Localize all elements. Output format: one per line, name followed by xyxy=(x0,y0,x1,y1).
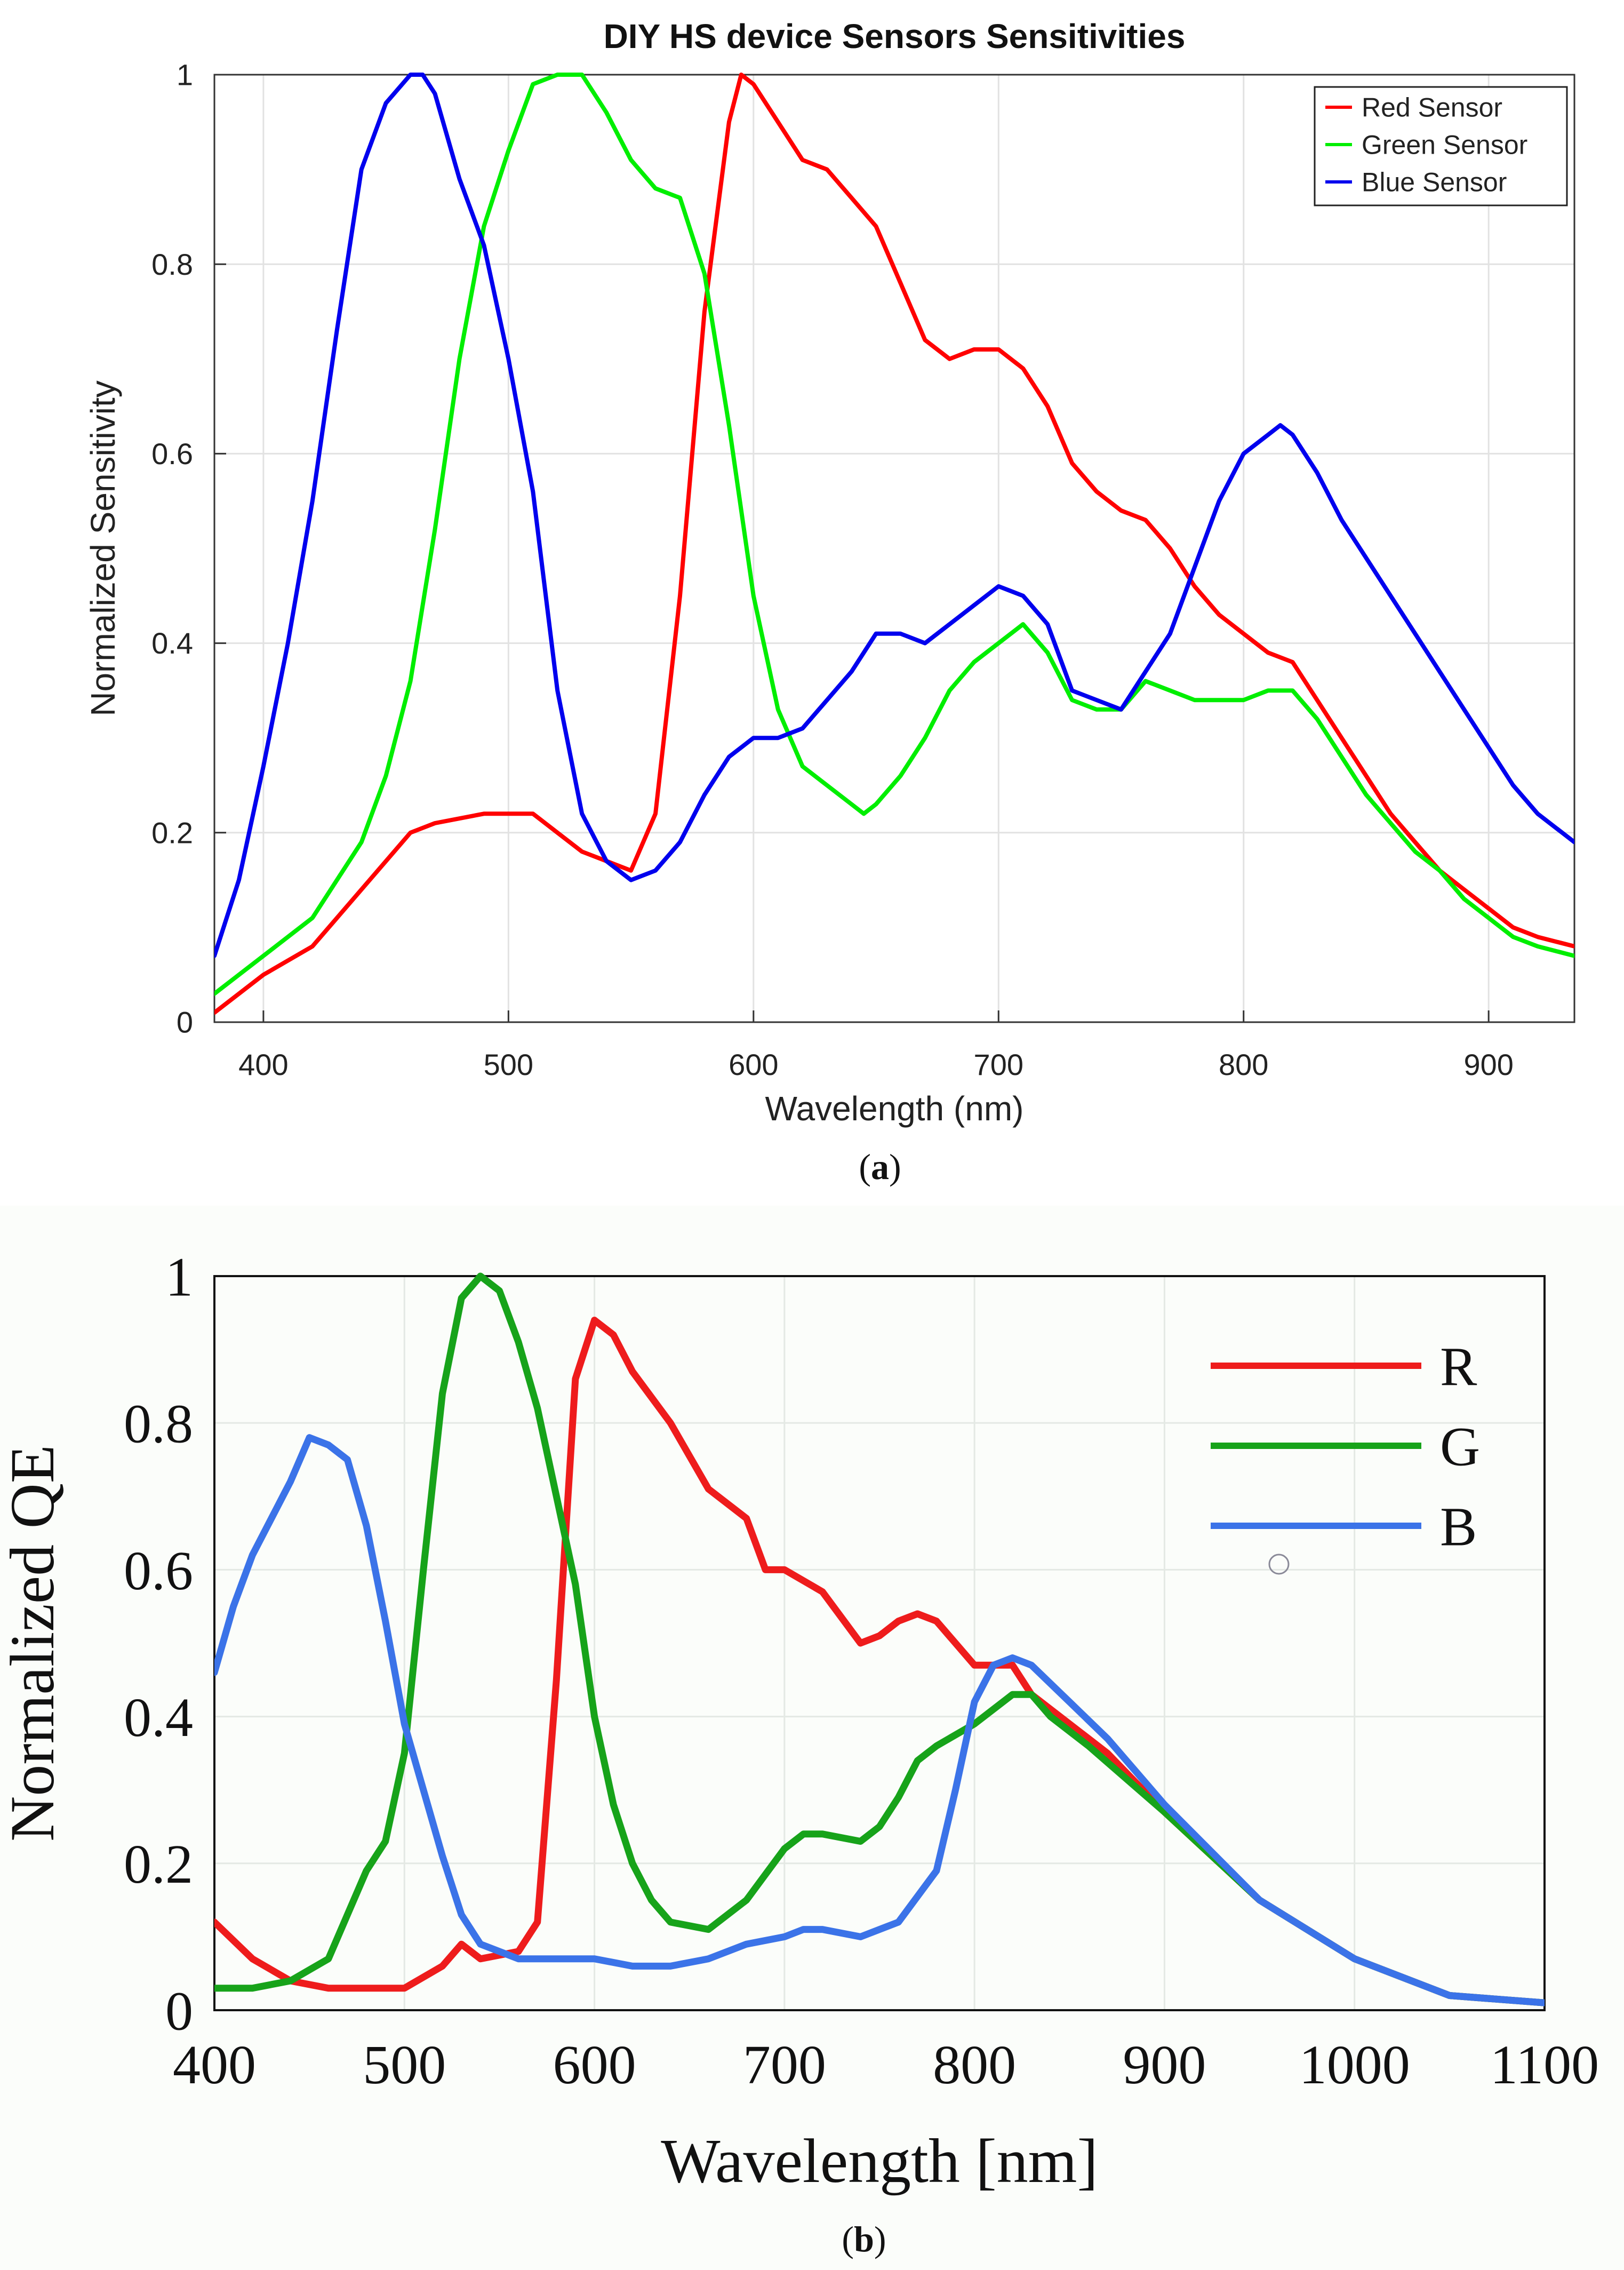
chart-a-caption-letter: a xyxy=(871,1146,889,1187)
chart-a-title: DIY HS device Sensors Sensitivities xyxy=(604,17,1186,55)
chart-a-series-line-green-sensor xyxy=(214,73,1574,996)
chart-a-x-tick-label: 800 xyxy=(1219,1048,1268,1081)
chart-b-series-line-b xyxy=(214,1434,1545,2006)
chart-a-x-tick-label: 700 xyxy=(974,1048,1023,1081)
chart-b-plot-frame xyxy=(213,1275,1546,2011)
chart-b-legend-label-b: B xyxy=(1440,1496,1477,1557)
chart-b-x-tick-label: 700 xyxy=(743,2034,826,2096)
chart-b-x-tick-label: 400 xyxy=(173,2034,256,2096)
chart-b-x-tick-label: 800 xyxy=(933,2034,1016,2096)
chart-b-y-tick-label: 0.6 xyxy=(124,1540,193,1602)
chart-a-y-tick-label: 0.8 xyxy=(151,248,193,281)
chart-b-x-tick-label: 500 xyxy=(363,2034,446,2096)
chart-a-plot-area xyxy=(214,75,1574,1022)
chart-b-series-group xyxy=(214,1272,1545,2006)
chart-a-legend-label-red-sensor: Red Sensor xyxy=(1362,93,1502,123)
chart-b-x-axis-label: Wavelength [nm] xyxy=(661,2126,1098,2196)
chart-a-x-tick-label: 600 xyxy=(729,1048,778,1081)
chart-b-y-tick-label: 0 xyxy=(165,1980,193,2042)
chart-a-panel-caption: (a) xyxy=(859,1146,901,1187)
chart-a-legend-box xyxy=(1314,86,1568,206)
chart-a-caption-open-paren: ( xyxy=(859,1146,871,1187)
chart-a-y-tick-label: 0.4 xyxy=(151,626,193,660)
chart-b-y-axis-label: Normalized QE xyxy=(0,1445,67,1842)
chart-a-legend-label-green-sensor: Green Sensor xyxy=(1362,130,1527,160)
chart-b-x-tick-label: 600 xyxy=(553,2034,636,2096)
chart-b-x-tick-label: 1100 xyxy=(1490,2034,1599,2096)
chart-a-caption-close-paren: ) xyxy=(889,1146,901,1187)
chart-b-y-tick-label: 1 xyxy=(165,1246,193,1308)
chart-b-caption-open-paren: ( xyxy=(842,2219,854,2259)
chart-a-x-tick-label: 400 xyxy=(238,1048,288,1081)
chart-b-caption-letter: b xyxy=(854,2219,874,2259)
chart-b-legend-label-g: G xyxy=(1440,1416,1480,1477)
chart-panel-b: 400 500 600 700 800 900 1000 1100 0 0.2 0.4 0.6 0.8 1… xyxy=(0,1206,1624,2270)
chart-b-x-tick-label: 900 xyxy=(1123,2034,1206,2096)
chart-a-svg: 400 500 600 700 800 900 0 0.2 0.4 0.6 0.8 1 DIY HS d… xyxy=(84,17,1575,1187)
chart-a-plot-frame xyxy=(213,74,1575,1023)
chart-b-caption-close-paren: ) xyxy=(874,2219,886,2259)
chart-a-y-axis-label: Normalized Sensitivity xyxy=(84,380,122,716)
chart-b-y-tick-label: 0.8 xyxy=(124,1393,193,1455)
chart-a-y-tick-label: 0.6 xyxy=(151,437,193,471)
chart-b-legend-label-r: R xyxy=(1440,1336,1477,1397)
chart-a-series-group xyxy=(214,73,1574,1015)
chart-b-svg: 400 500 600 700 800 900 1000 1100 0 0.2 0.4 0.6 0.8 1… xyxy=(0,1246,1599,2259)
chart-b-y-tick-label: 0.4 xyxy=(124,1687,193,1748)
chart-panel-a: 400 500 600 700 800 900 0 0.2 0.4 0.6 0.8 1 DIY HS d… xyxy=(84,17,1575,1187)
chart-a-series-line-red-sensor xyxy=(214,73,1574,1015)
chart-b-y-tick-label: 0.2 xyxy=(124,1834,193,1895)
chart-a-series-line-blue-sensor xyxy=(214,73,1574,958)
chart-a-x-axis-label: Wavelength (nm) xyxy=(765,1089,1024,1128)
chart-a-y-tick-label: 1 xyxy=(177,58,193,92)
chart-a-y-tick-label: 0.2 xyxy=(151,816,193,849)
chart-b-plot-area xyxy=(214,1276,1545,2010)
chart-a-y-tick-label: 0 xyxy=(177,1006,193,1039)
chart-b-x-tick-label: 1000 xyxy=(1299,2034,1410,2096)
chart-b-series-line-r xyxy=(214,1317,1545,2006)
chart-b-circle-marker xyxy=(1268,1554,1290,1575)
chart-a-x-tick-label: 900 xyxy=(1463,1048,1513,1081)
chart-b-panel-caption: (b) xyxy=(842,2219,886,2259)
chart-a-legend-label-blue-sensor: Blue Sensor xyxy=(1362,168,1507,197)
chart-b-series-line-g xyxy=(214,1272,1545,2006)
chart-a-x-tick-label: 500 xyxy=(484,1048,533,1081)
